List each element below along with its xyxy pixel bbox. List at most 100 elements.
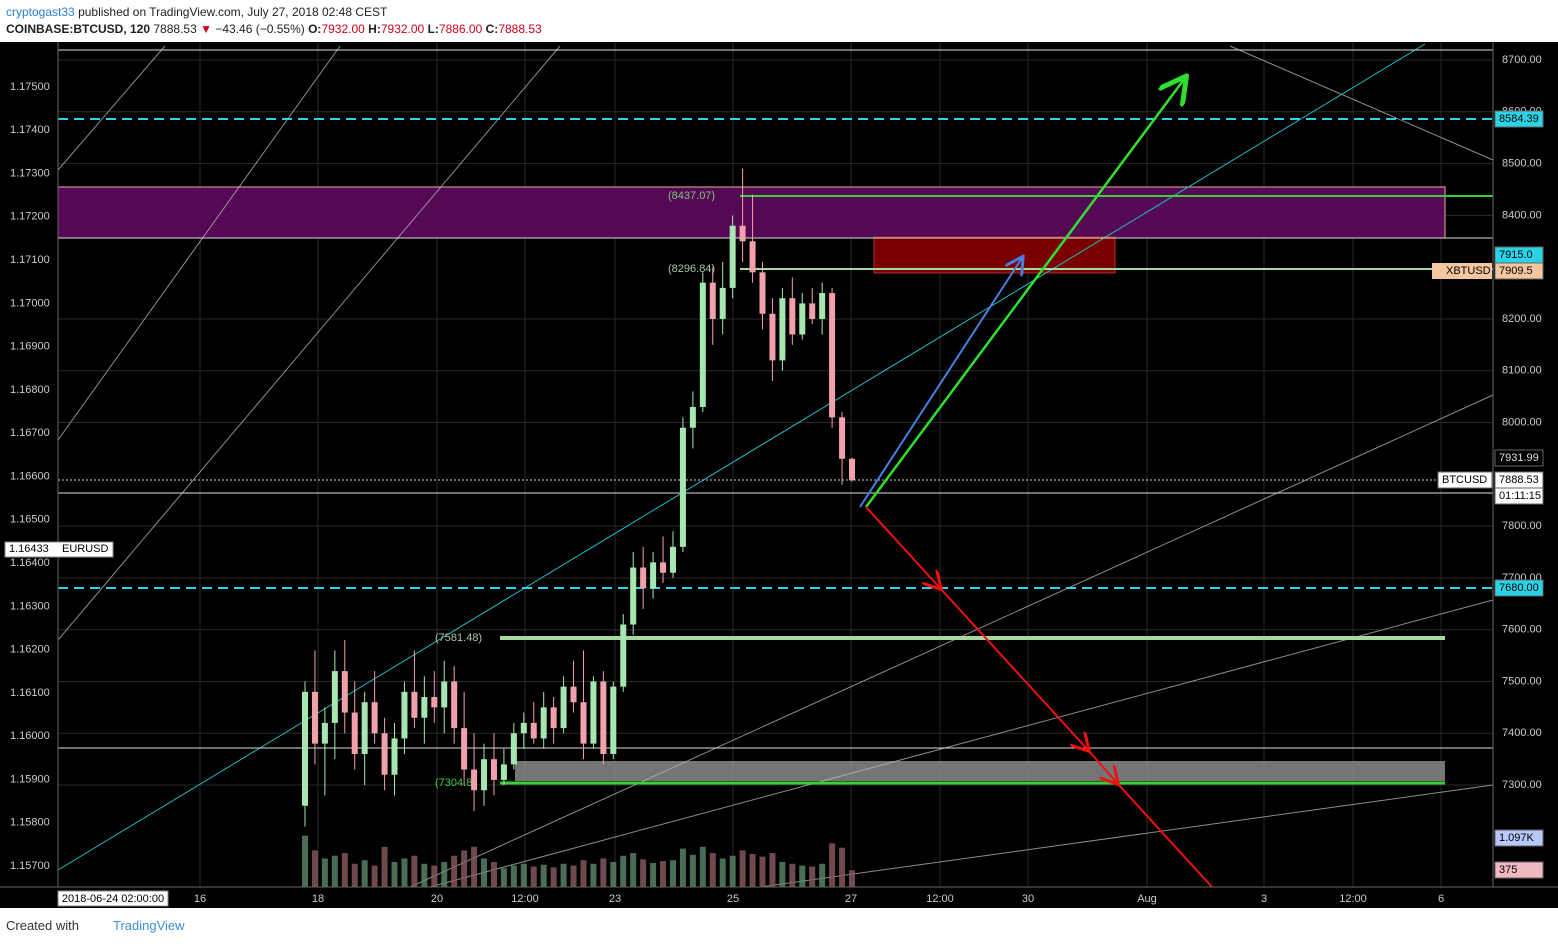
candle-body — [650, 562, 657, 589]
volume-bar — [471, 846, 478, 887]
volume-bar — [679, 848, 686, 887]
candle-body — [590, 681, 597, 744]
price-tick-label: 8100.00 — [1502, 365, 1542, 377]
volume-bar — [331, 855, 338, 887]
close-label: C: — [485, 22, 499, 36]
volume-bar — [500, 868, 507, 887]
arrow-down-red — [1087, 749, 1117, 783]
candle-body — [640, 567, 647, 589]
candle-body — [759, 272, 766, 314]
low-label: L: — [427, 22, 439, 36]
change: −43.46 (−0.55%) — [215, 22, 305, 36]
price-tick-label: 8400.00 — [1502, 209, 1542, 221]
candle-body — [401, 691, 408, 739]
price-tick-label: 7300.00 — [1502, 779, 1542, 791]
time-tick-label: 3 — [1261, 893, 1267, 905]
author[interactable]: cryptogast33 — [6, 5, 75, 19]
volume-bar — [769, 853, 776, 887]
candle-body — [530, 722, 537, 739]
volume-bar — [799, 865, 806, 887]
candle-body — [729, 225, 736, 288]
left-tick-label: 1.17500 — [10, 81, 50, 93]
left-tick-label: 1.17200 — [10, 211, 50, 223]
volume-bar — [351, 863, 358, 887]
candle-body — [819, 293, 826, 319]
arrow-down-red — [1116, 782, 1213, 888]
left-tick-label: 1.15800 — [10, 817, 50, 829]
left-tick-label: 1.15700 — [10, 860, 50, 872]
price-tick-label: 8200.00 — [1502, 313, 1542, 325]
volume-bar — [829, 843, 836, 887]
volume-bar — [819, 863, 826, 887]
arrow-down-red — [939, 587, 1088, 750]
candle-body — [500, 764, 507, 780]
volume-bar — [729, 855, 736, 887]
volume-bar — [650, 862, 657, 887]
volume-bar — [381, 846, 388, 887]
price-badge-text: 8584.39 — [1499, 113, 1539, 125]
volume-bar — [520, 863, 527, 887]
channel-lines — [57, 45, 1494, 888]
price-badge-text: 1.097K — [1499, 832, 1535, 844]
left-tick-label: 1.16900 — [10, 341, 50, 353]
volume-bar — [660, 861, 667, 887]
name-badge-text: XBTUSD — [1446, 265, 1491, 277]
time-tick-label: 25 — [727, 893, 739, 905]
candle-body — [779, 298, 786, 361]
price-badge-text: 7888.53 — [1499, 474, 1539, 486]
time-tick-label: 6 — [1438, 893, 1444, 905]
left-tick-label: 1.16300 — [10, 600, 50, 612]
volume-bar — [580, 860, 587, 887]
volume-bar — [361, 860, 368, 887]
time-tick-label: 30 — [1022, 893, 1034, 905]
high-label: H: — [368, 22, 381, 36]
low: 7886.00 — [438, 22, 483, 36]
name-badge — [1437, 471, 1493, 489]
time-tick-label: 16 — [194, 893, 206, 905]
candle-body — [321, 722, 328, 744]
volume-bar — [481, 858, 488, 887]
volume-bar — [759, 856, 766, 887]
left-tick-label: 1.16600 — [10, 470, 50, 482]
badge-text: EURUSD — [62, 543, 109, 555]
candle-body — [630, 567, 637, 625]
price-badge-text: 01:11:15 — [1499, 490, 1541, 502]
volume-bar — [809, 866, 816, 887]
left-tick-label: 1.15900 — [10, 773, 50, 785]
price-badge — [1494, 861, 1544, 879]
volume-bar — [490, 861, 497, 887]
open: 7932.00 — [321, 22, 365, 36]
price-badge — [1494, 110, 1544, 128]
left-tick-label: 1.17000 — [10, 297, 50, 309]
price-badge-text: 7915.0 — [1499, 249, 1533, 261]
name-badge — [1432, 263, 1492, 279]
open-label: O: — [308, 22, 322, 36]
candle-body — [699, 282, 706, 407]
close: 7888.53 — [498, 22, 542, 36]
badge — [4, 541, 114, 558]
candle-body — [431, 697, 438, 708]
volume-bar — [610, 861, 617, 887]
volume-bar — [669, 860, 676, 887]
volume-bar — [461, 850, 468, 887]
candle-body — [829, 293, 836, 418]
price-badge-text: 7680.00 — [1499, 582, 1539, 594]
volume-bar — [839, 847, 846, 887]
price-badge — [1494, 829, 1544, 847]
price-tick-label: 8700.00 — [1502, 54, 1542, 66]
candle-body — [351, 712, 358, 754]
volume-bar — [739, 850, 746, 887]
arrow: ▼ — [200, 22, 212, 36]
time-tick-label: 18 — [312, 893, 324, 905]
volume-bar — [311, 850, 318, 887]
volume-bar — [749, 853, 756, 887]
candle-body — [709, 282, 716, 319]
price-badge — [1494, 449, 1544, 467]
candle-body — [391, 738, 398, 775]
brand[interactable]: TradingView — [112, 918, 185, 933]
candle-body — [719, 287, 726, 319]
volume-bar — [719, 858, 726, 887]
volume-bar — [570, 865, 577, 887]
left-tick-label: 1.16800 — [10, 384, 50, 396]
annotation: (8296.84) — [668, 263, 715, 275]
